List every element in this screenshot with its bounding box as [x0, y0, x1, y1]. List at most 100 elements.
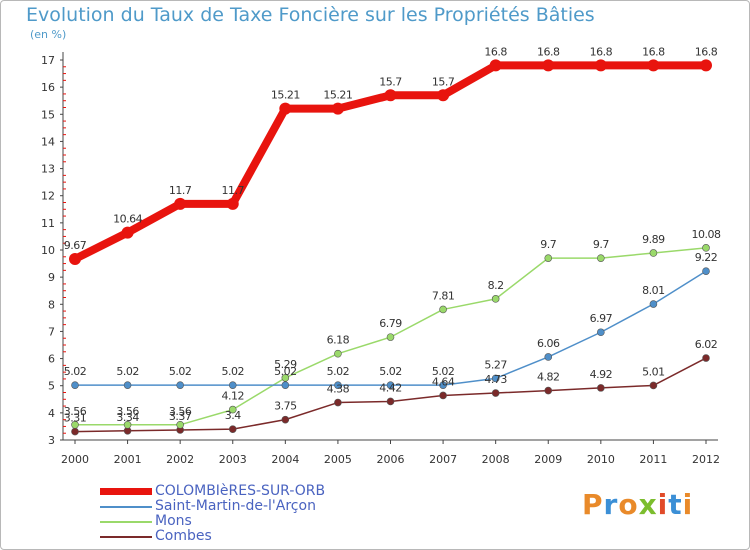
data-label: 4.92	[590, 368, 613, 381]
y-tick-label: 9	[48, 271, 55, 284]
y-tick-label: 12	[41, 190, 55, 203]
data-label: 5.29	[274, 358, 297, 371]
y-tick-label: 5	[48, 380, 55, 393]
data-point	[542, 59, 555, 72]
data-label: 3.75	[274, 400, 297, 413]
data-label: 10.64	[113, 213, 142, 226]
x-tick-label: 2012	[692, 453, 720, 466]
logo-letter: i	[682, 488, 694, 521]
data-label: 3.34	[116, 411, 139, 424]
data-label: 4.38	[327, 383, 350, 396]
x-tick-label: 2002	[166, 453, 194, 466]
data-point	[386, 381, 395, 389]
y-tick-label: 6	[48, 353, 55, 366]
data-label: 9.22	[695, 251, 718, 264]
data-point	[597, 254, 605, 262]
x-tick-label: 2004	[271, 453, 299, 466]
data-label: 6.02	[695, 338, 718, 351]
data-label: 5.02	[64, 365, 87, 378]
data-point	[597, 384, 605, 392]
data-point	[437, 89, 450, 102]
y-tick-label: 7	[48, 325, 55, 338]
x-tick-label: 2007	[429, 453, 457, 466]
data-label: 16.8	[537, 45, 560, 58]
legend-swatch	[100, 506, 152, 508]
data-label: 15.7	[379, 75, 402, 88]
x-tick-label: 2000	[61, 453, 89, 466]
data-point	[544, 386, 553, 395]
data-point	[544, 254, 553, 262]
data-point	[702, 267, 710, 275]
data-label: 3.4	[225, 409, 241, 422]
data-point	[700, 59, 712, 72]
data-point	[334, 381, 342, 389]
legend-label: COLOMBIèRES-SUR-ORB	[155, 483, 326, 499]
proxiti-logo: Proxiti	[582, 488, 693, 521]
data-point	[176, 420, 184, 429]
data-point	[597, 328, 605, 337]
y-tick-label: 15	[41, 108, 55, 121]
data-point	[702, 244, 710, 252]
data-point	[176, 381, 184, 389]
x-tick-label: 2010	[587, 453, 615, 466]
data-label: 3.56	[169, 405, 192, 418]
data-label: 11.7	[222, 184, 245, 197]
data-point	[594, 59, 607, 72]
x-tick-label: 2009	[534, 453, 562, 466]
data-point	[649, 381, 658, 390]
legend-label: Saint-Martin-de-l'Arçon	[155, 498, 316, 514]
y-tick-label: 16	[41, 81, 55, 94]
data-label: 5.02	[169, 365, 192, 378]
data-point	[281, 415, 290, 424]
data-point	[281, 374, 290, 382]
data-label: 3.37	[169, 410, 192, 423]
data-point	[489, 59, 502, 72]
data-label: 5.02	[432, 365, 455, 378]
data-point	[649, 249, 658, 257]
data-point	[384, 89, 397, 102]
data-point	[174, 197, 187, 210]
logo-letter: t	[668, 488, 683, 521]
data-label: 5.27	[484, 358, 507, 371]
y-tick-label: 14	[41, 135, 55, 148]
y-tick-label: 3	[48, 434, 55, 447]
data-label: 6.06	[537, 337, 560, 350]
data-point	[228, 425, 237, 433]
logo-letter: i	[657, 488, 669, 521]
data-label: 8.2	[488, 279, 504, 292]
chart-title: Evolution du Taux de Taxe Foncière sur l…	[26, 4, 595, 26]
data-label: 7.81	[432, 289, 455, 302]
data-point	[439, 305, 447, 314]
y-tick-label: 8	[48, 298, 55, 311]
data-point	[647, 59, 660, 72]
legend-swatch	[100, 536, 152, 538]
data-point	[649, 300, 658, 308]
data-point	[491, 389, 500, 397]
x-tick-label: 2001	[114, 453, 142, 466]
data-point	[702, 354, 710, 362]
y-tick-label: 11	[41, 217, 55, 230]
data-point	[334, 349, 342, 358]
data-point	[331, 102, 344, 115]
logo-letter: x	[638, 488, 658, 521]
data-label: 5.02	[274, 365, 297, 378]
data-label: 9.67	[64, 239, 87, 252]
y-tick-label: 4	[48, 407, 55, 420]
data-label: 3.56	[64, 405, 87, 418]
data-label: 15.21	[271, 89, 300, 102]
data-point	[491, 295, 500, 303]
data-point	[439, 391, 447, 400]
x-tick-label: 2005	[324, 453, 352, 466]
data-point	[386, 333, 395, 341]
data-label: 16.8	[484, 45, 507, 58]
data-point	[228, 405, 237, 414]
legend-label: Mons	[155, 513, 192, 529]
data-label: 6.97	[590, 312, 613, 325]
data-label: 5.01	[642, 365, 665, 378]
legend-swatch	[100, 488, 152, 495]
x-tick-label: 2003	[219, 453, 247, 466]
data-point	[334, 398, 342, 407]
legend-swatch	[100, 521, 152, 523]
